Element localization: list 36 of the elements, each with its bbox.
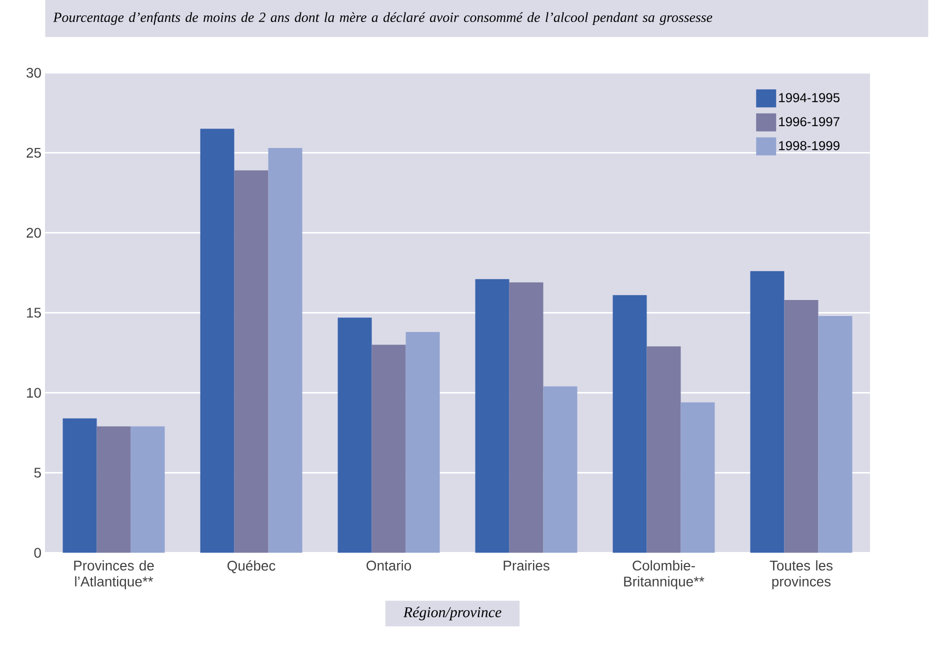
bar xyxy=(509,282,544,553)
bar xyxy=(338,318,372,553)
legend-label: 1998-1999 xyxy=(779,141,840,150)
bar xyxy=(543,386,578,553)
bar xyxy=(200,128,234,553)
y-tick-label: 0 xyxy=(34,548,41,558)
x-tick-label: Ontario xyxy=(366,560,412,571)
chart-title: Pourcentage d’enfants de moins de 2 ans dont la mère a déclaré avoir consommé de l’alcool pendant sa grossesse xyxy=(53,12,712,25)
y-tick-label: 25 xyxy=(26,148,41,158)
legend-label: 1994-1995 xyxy=(779,93,840,102)
x-tick-label: Provinces de l’Atlantique** xyxy=(74,560,154,590)
bar xyxy=(268,148,302,553)
bar xyxy=(130,426,165,553)
bar xyxy=(750,271,784,553)
y-tick-label: 10 xyxy=(27,388,41,398)
bar xyxy=(680,402,715,553)
y-tick-label: 30 xyxy=(26,68,41,78)
bar xyxy=(96,426,131,553)
x-tick-label: Toutes les provinces xyxy=(770,560,833,590)
y-tick-label: 5 xyxy=(34,468,41,478)
y-tick-label: 20 xyxy=(26,228,41,238)
bar xyxy=(784,300,818,553)
bar xyxy=(818,316,852,553)
y-tick-label: 15 xyxy=(27,308,41,318)
x-tick-label: Colombie-Britannique** xyxy=(624,560,704,590)
bar xyxy=(372,344,406,553)
x-tick-label: Québec xyxy=(227,560,276,574)
x-tick-label: Prairies xyxy=(504,560,550,571)
bar xyxy=(406,332,440,553)
bar xyxy=(62,418,97,553)
bar xyxy=(234,170,268,553)
bar xyxy=(612,295,647,553)
bar xyxy=(475,279,510,553)
bar xyxy=(646,346,681,553)
legend-label: 1996-1997 xyxy=(779,117,840,126)
x-axis-title: Région/province xyxy=(403,606,502,620)
